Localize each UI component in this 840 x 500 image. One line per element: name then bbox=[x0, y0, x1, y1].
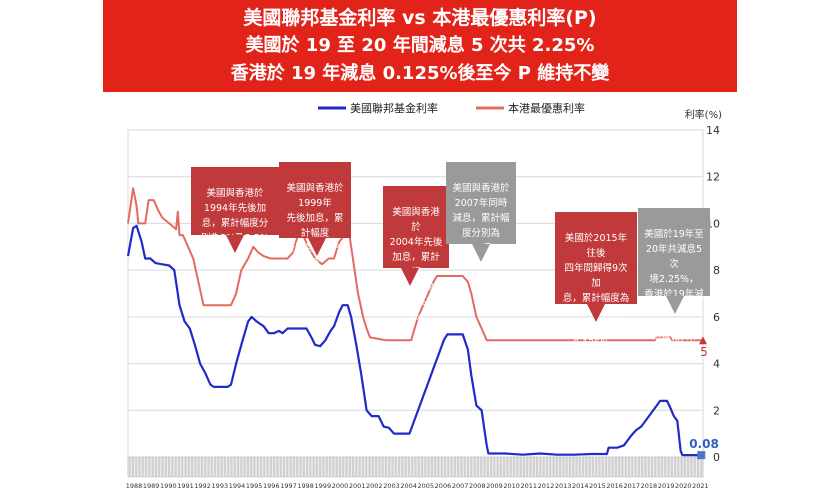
x-year-label: 2012 bbox=[538, 482, 555, 490]
x-year-label: 1994 bbox=[229, 482, 246, 490]
x-year-label: 2019 bbox=[658, 482, 675, 490]
chart-subtitle-hk: 香港於 19 年減息 0.125%後至今 P 維持不變 bbox=[230, 63, 610, 84]
x-year-label: 2018 bbox=[641, 482, 658, 490]
chart-subtitle-us: 美國於 19 至 20 年間減息 5 次共 2.25% bbox=[245, 35, 595, 56]
x-year-label: 1999 bbox=[315, 482, 332, 490]
x-year-label: 1997 bbox=[280, 482, 297, 490]
x-year-label: 2000 bbox=[332, 482, 349, 490]
x-year-label: 1990 bbox=[160, 482, 177, 490]
x-year-label: 2003 bbox=[383, 482, 400, 490]
x-year-label: 1998 bbox=[297, 482, 314, 490]
x-year-label: 1991 bbox=[177, 482, 194, 490]
x-year-label: 1993 bbox=[212, 482, 229, 490]
x-year-label: 2015 bbox=[589, 482, 606, 490]
y-tick-label: 0 bbox=[713, 451, 720, 464]
callout-us-hk-2007: 美國與香港於 2007年同時 減息，累計幅 度分別為 5.25%及3% bbox=[446, 162, 516, 262]
series-line-fed bbox=[126, 224, 702, 457]
x-year-label: 1992 bbox=[194, 482, 211, 490]
x-year-label: 2007 bbox=[452, 482, 469, 490]
y-tick-label: 6 bbox=[713, 311, 720, 324]
x-year-label: 2013 bbox=[555, 482, 572, 490]
series-line-prime bbox=[127, 187, 703, 342]
x-year-label: 2001 bbox=[349, 482, 366, 490]
callout-us-hk-1999: 美國與香港於1999年 先後加息，累計幅度 分別為1.75%及 1.25% bbox=[279, 162, 351, 284]
x-year-label: 1996 bbox=[263, 482, 280, 490]
y-tick-label: 8 bbox=[713, 264, 720, 277]
fed-end-label: 0.08 bbox=[689, 437, 719, 451]
x-year-label: 2002 bbox=[366, 482, 383, 490]
x-year-label: 2009 bbox=[486, 482, 503, 490]
y-tick-label: 4 bbox=[713, 358, 720, 371]
callout-us-hk-1994: 美國與香港於 1994年先後加 息，累計幅度分 別為3%及2.5% bbox=[191, 167, 279, 253]
prime-end-marker bbox=[699, 336, 707, 345]
x-year-label: 2021 bbox=[692, 482, 709, 490]
x-year-label: 2006 bbox=[435, 482, 452, 490]
x-year-label: 2017 bbox=[623, 482, 640, 490]
x-year-label: 1988 bbox=[126, 482, 143, 490]
title-banner: 美國聯邦基金利率 vs 本港最優惠利率(P) 美國於 19 至 20 年間減息 … bbox=[103, 0, 737, 92]
x-year-label: 2020 bbox=[675, 482, 692, 490]
x-year-label: 1989 bbox=[143, 482, 160, 490]
callout-us-hk-2019-2020: 美國於19年至 20年共減息5次 境2.25%， 香港於19年減 息0.125%… bbox=[638, 208, 710, 360]
legend-label-fed: 美國聯邦基金利率 bbox=[350, 101, 438, 115]
x-year-label: 2016 bbox=[606, 482, 623, 490]
prime-end-label: 5 bbox=[700, 345, 708, 359]
x-year-label: 2011 bbox=[521, 482, 538, 490]
x-year-label: 2010 bbox=[503, 482, 520, 490]
x-year-label: 1995 bbox=[246, 482, 263, 490]
y-tick-label: 14 bbox=[706, 124, 720, 137]
x-year-label: 2005 bbox=[418, 482, 435, 490]
y-tick-label: 12 bbox=[706, 171, 720, 184]
chart-title: 美國聯邦基金利率 vs 本港最優惠利率(P) bbox=[243, 7, 597, 29]
x-year-label: 2004 bbox=[400, 482, 417, 490]
callout-us-2015-hk-2018: 美國於2015年往後 四年間歸得9次加 息，累計幅度為 2.25%，香港於 20… bbox=[555, 212, 637, 349]
legend-label-prime: 本港最優惠利率 bbox=[508, 101, 585, 115]
callout-us-hk-2004: 美國與香港於 2004年先後 加息，累計幅 度分別為 4.25%及3% bbox=[383, 186, 449, 323]
fed-end-marker bbox=[697, 451, 706, 460]
x-year-label: 2008 bbox=[469, 482, 486, 490]
y-tick-label: 2 bbox=[713, 404, 720, 417]
y-axis-title: 利率(%) bbox=[685, 108, 722, 121]
x-year-label: 2014 bbox=[572, 482, 589, 490]
